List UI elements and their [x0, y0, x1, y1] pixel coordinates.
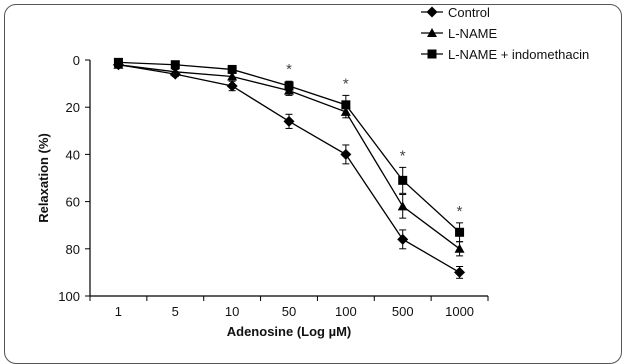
- data-point-l-name-indomethacin: [341, 100, 351, 110]
- relaxation-chart: 0 20 40 60 80 100 1 5 10 50 100 500 1000 * * * * Contro…: [36, 5, 589, 339]
- legend-marker: [426, 6, 438, 18]
- x-tick-label: 1000: [445, 304, 474, 319]
- data-point-control: [226, 80, 238, 92]
- data-point-control: [283, 115, 295, 127]
- data-point-l-name: [227, 71, 238, 81]
- data-point-l-name-indomethacin: [398, 175, 408, 185]
- data-point-l-name: [454, 243, 465, 253]
- x-tick-label: 10: [225, 304, 239, 319]
- data-point-l-name-indomethacin: [227, 64, 237, 74]
- data-point-l-name: [397, 201, 408, 211]
- y-tick-label: 0: [73, 53, 80, 68]
- annotation-layer: * * * *: [286, 61, 463, 220]
- legend-label: Control: [448, 5, 490, 20]
- data-point-control: [340, 148, 352, 160]
- data-point-l-name-indomethacin: [170, 60, 180, 70]
- data-point-l-name-indomethacin: [284, 81, 294, 91]
- y-tick-label: 60: [66, 195, 80, 210]
- legend-marker: [427, 28, 437, 37]
- significance-marker: *: [457, 203, 463, 220]
- significance-marker: *: [343, 75, 349, 92]
- legend: Control L-NAME L-NAME + indomethacin: [421, 5, 589, 62]
- axes: 0 20 40 60 80 100 1 5 10 50 100 500 1000: [58, 53, 489, 319]
- legend-item: L-NAME: [421, 26, 497, 41]
- significance-marker: *: [400, 147, 406, 164]
- x-tick-label: 1: [115, 304, 122, 319]
- series-l-name-indomethacin: [113, 57, 465, 243]
- data-point-control: [397, 233, 409, 245]
- legend-item: Control: [421, 5, 490, 20]
- legend-label: L-NAME + indomethacin: [448, 47, 589, 62]
- series-layer: [112, 57, 466, 279]
- data-point-l-name-indomethacin: [113, 57, 123, 67]
- data-point-control: [454, 266, 466, 278]
- y-tick-label: 100: [58, 289, 80, 304]
- y-tick-label: 40: [66, 147, 80, 162]
- y-axis-title: Relaxation (%): [36, 133, 51, 223]
- y-tick-label: 80: [66, 242, 80, 257]
- y-tick-label: 20: [66, 100, 80, 115]
- x-tick-label: 100: [335, 304, 357, 319]
- data-point-l-name-indomethacin: [455, 227, 465, 237]
- x-tick-label: 500: [392, 304, 414, 319]
- data-point-l-name: [170, 66, 181, 76]
- x-tick-label: 50: [282, 304, 296, 319]
- legend-marker: [427, 49, 437, 59]
- legend-item: L-NAME + indomethacin: [421, 47, 589, 62]
- significance-marker: *: [286, 61, 292, 78]
- x-tick-label: 5: [172, 304, 179, 319]
- x-axis-title: Adenosine (Log µM): [227, 324, 351, 339]
- legend-label: L-NAME: [448, 26, 497, 41]
